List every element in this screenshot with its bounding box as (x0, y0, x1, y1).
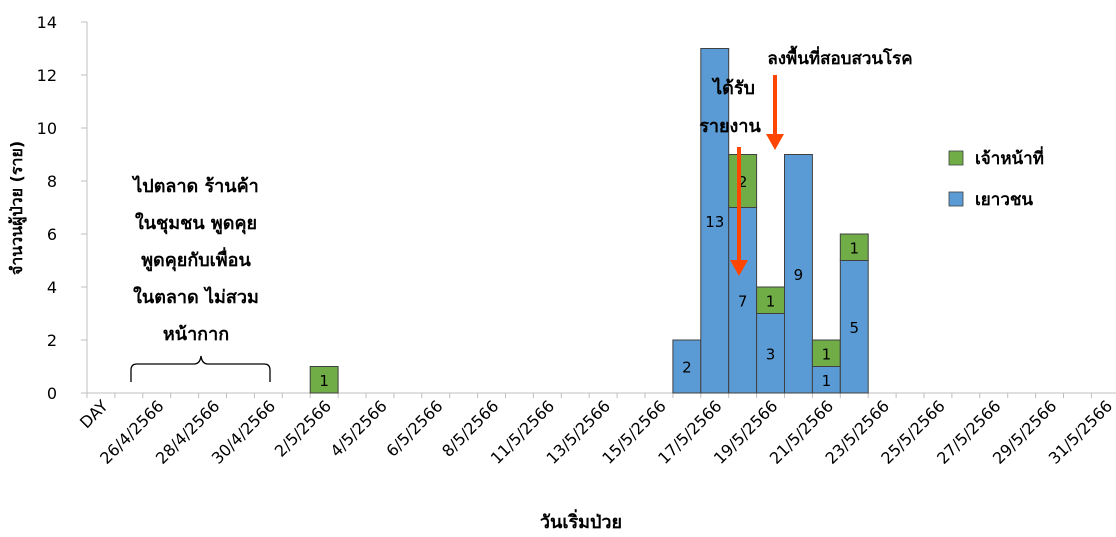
y-tick-label: 14 (37, 13, 57, 32)
x-tick-label: 2/5/2566 (271, 396, 335, 460)
bar-label-youth: 5 (849, 319, 859, 337)
bar-label-youth: 9 (794, 266, 804, 284)
bar-staff (839, 233, 869, 261)
behavior-annotation-line: ไปตลาด ร้านค้า (131, 175, 259, 197)
behavior-annotation-line: พูดคุยกับเพื่อน (141, 247, 251, 272)
y-axis-label: จำนวนผู้ป่วย (ราย) (7, 141, 28, 275)
bar-label-youth: 13 (705, 213, 724, 231)
bar-label-youth: 7 (738, 292, 748, 310)
bar-youth (839, 260, 869, 394)
bar-staff (728, 154, 758, 208)
y-tick-label: 8 (47, 172, 57, 191)
y-tick-label: 12 (37, 66, 57, 85)
legend: เจ้าหน้าที่เยาวชน (948, 146, 1044, 210)
bar-label-staff: 2 (738, 173, 748, 191)
x-axis-label: วันเริ่มป่วย (540, 509, 622, 533)
reported-arrow-head (730, 260, 748, 276)
y-tick-label: 10 (37, 119, 57, 138)
y-tick-label: 4 (47, 278, 57, 297)
bar-label-youth: 2 (682, 359, 692, 377)
legend-swatch-youth (948, 191, 964, 207)
behavior-annotation-line: หน้ากาก (163, 324, 229, 345)
bar-youth (784, 154, 813, 394)
plot-area: 02468101214DAY26/4/256628/4/256630/4/256… (37, 13, 1116, 468)
period-brace (130, 355, 271, 382)
y-tick-label: 0 (47, 384, 57, 403)
bar-label-youth: 3 (766, 345, 776, 363)
y-tick-label: 6 (47, 225, 57, 244)
investigation-arrow-head (766, 134, 784, 150)
bar-label-staff: 1 (849, 239, 859, 257)
bar-staff (756, 286, 785, 314)
x-tick-label: 6/5/2566 (382, 396, 446, 460)
bar-youth (756, 313, 785, 394)
x-tick-label: DAY (76, 396, 112, 432)
annotations: ไปตลาด ร้านค้าในชุมชน พูดคุยพูดคุยกับเพื… (130, 45, 913, 382)
bar-youth (811, 366, 841, 394)
bar-label-staff: 1 (766, 292, 776, 310)
reported-annotation-line: ได้รับ (711, 77, 755, 99)
behavior-annotation: ไปตลาด ร้านค้าในชุมชน พูดคุยพูดคุยกับเพื… (131, 175, 259, 345)
legend-label-staff: เจ้าหน้าที่ (975, 146, 1044, 169)
bar-label-youth: 1 (822, 372, 832, 390)
x-tick-label: 4/5/2566 (327, 396, 391, 460)
bar-staff (309, 366, 339, 394)
y-tick-label: 2 (47, 331, 57, 350)
bar-label-staff: 1 (822, 345, 832, 363)
bar-staff (811, 339, 841, 367)
behavior-annotation-line: ในชุมชน พูดคุย (135, 212, 257, 235)
investigation-annotation: ลงพื้นที่สอบสวนโรค (767, 45, 912, 69)
legend-label-youth: เยาวชน (975, 190, 1033, 210)
bar-label-staff: 1 (319, 372, 329, 390)
reported-annotation-line: รายงาน (699, 116, 761, 137)
bar-youth (700, 48, 730, 394)
reported-annotation: ได้รับรายงาน (699, 77, 761, 137)
legend-swatch-staff (948, 150, 964, 166)
behavior-annotation-line: ในตลาด ไม่สวม (133, 286, 259, 308)
bar-youth (672, 339, 702, 394)
